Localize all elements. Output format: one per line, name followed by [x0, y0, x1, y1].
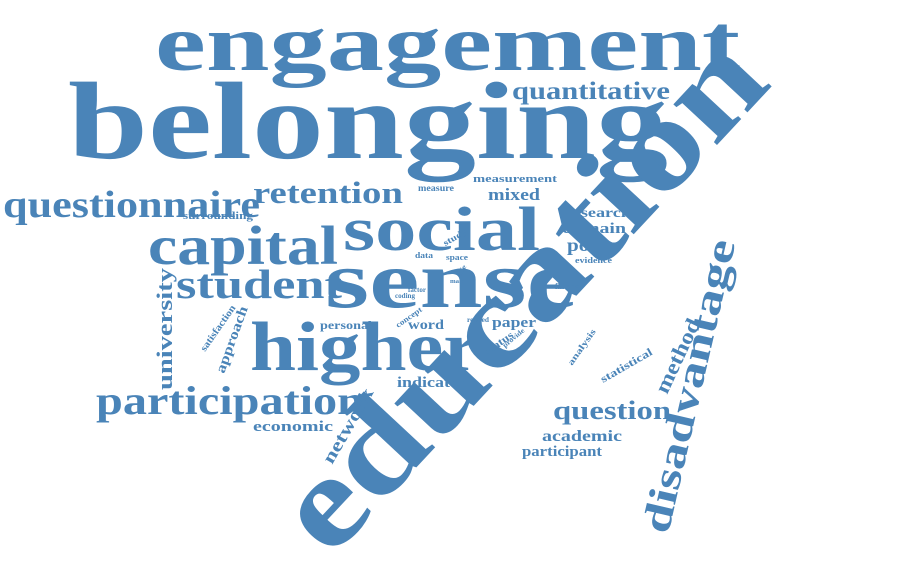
word-measurement: measurement	[473, 173, 557, 185]
word-participant: participant	[522, 444, 602, 460]
word-question: question	[553, 396, 672, 425]
word-participation: participation	[96, 378, 364, 423]
word-engagement: engagement	[155, 0, 741, 88]
word-research: research	[565, 206, 631, 221]
word-word: word	[408, 318, 444, 333]
word-questionnaire: questionnaire	[3, 184, 260, 226]
word-indicator: indicator	[397, 375, 467, 391]
word-statistical: statistical	[599, 346, 655, 385]
word-university: university	[152, 268, 177, 390]
word-surrounding: surrounding	[183, 211, 253, 222]
word-higher: higher	[250, 309, 480, 386]
word-related: related	[467, 316, 489, 324]
word-evidence: evidence	[575, 256, 613, 265]
word-coding: coding	[395, 292, 415, 300]
word-capital: capital	[148, 215, 338, 276]
word-measure: measure	[418, 183, 454, 193]
word-finding: finding	[555, 282, 579, 291]
word-domain: domain	[562, 221, 627, 237]
word-sense: sense	[325, 234, 577, 325]
word-economic: economic	[253, 419, 333, 435]
word-paper: paper	[492, 315, 536, 331]
word-policy: policy	[567, 235, 621, 255]
word-social: social	[343, 196, 540, 264]
word-retention: retention	[253, 175, 403, 210]
word-quantitative: quantitative	[512, 78, 670, 105]
word-belonging: belonging	[68, 60, 668, 182]
word-personal: personal	[320, 318, 373, 332]
word-space: space	[446, 253, 469, 262]
word-factor: factor	[408, 286, 426, 294]
word-student: student	[176, 261, 342, 307]
word-mixed: mixed	[488, 185, 541, 204]
word-data: data	[415, 251, 433, 260]
word-academic: academic	[542, 428, 622, 445]
word-male: male	[450, 279, 464, 285]
